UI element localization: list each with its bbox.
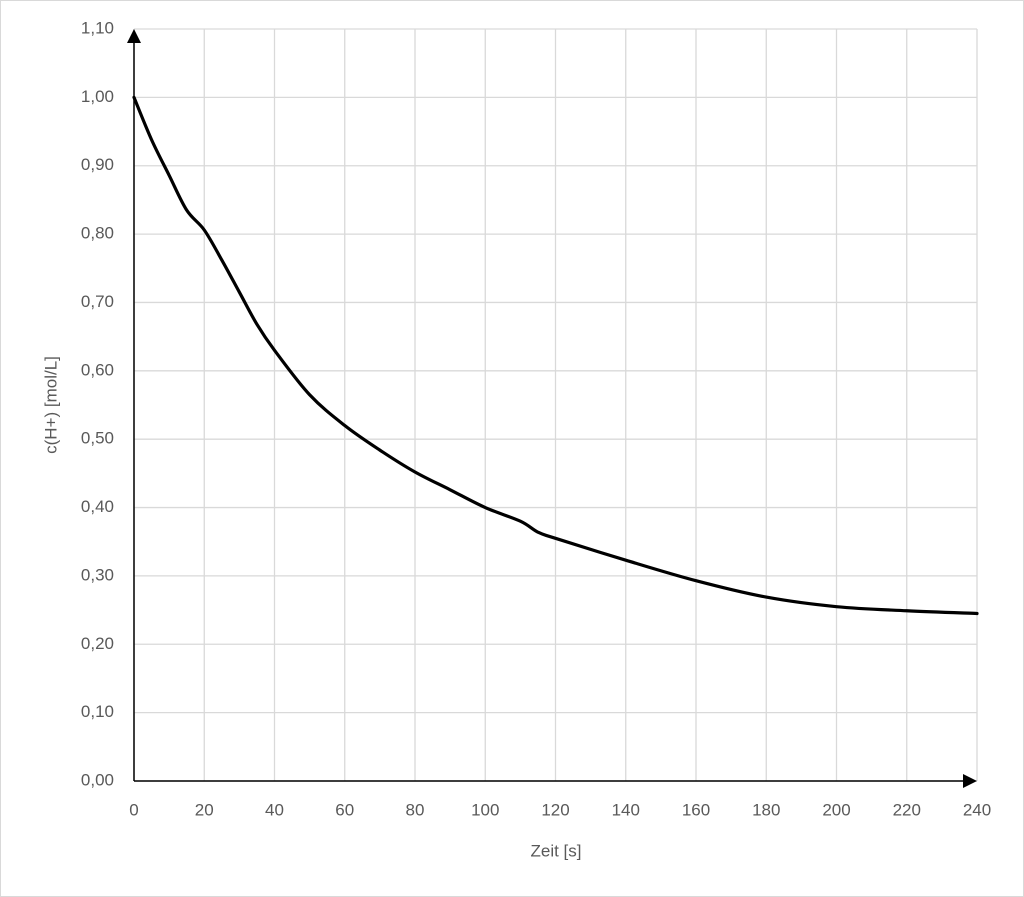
y-tick-label: 1,10 xyxy=(81,18,114,37)
y-tick-label: 0,50 xyxy=(81,429,114,448)
y-tick-label: 0,20 xyxy=(81,634,114,653)
y-tick-label: 1,00 xyxy=(81,87,114,106)
x-axis-arrow xyxy=(963,774,977,788)
x-tick-label: 20 xyxy=(195,800,214,819)
y-tick-label: 0,90 xyxy=(81,155,114,174)
x-tick-label: 120 xyxy=(541,800,569,819)
x-tick-label: 40 xyxy=(265,800,284,819)
x-tick-label: 240 xyxy=(963,800,991,819)
x-axis-label: Zeit [s] xyxy=(530,841,581,860)
x-tick-label: 100 xyxy=(471,800,499,819)
x-tick-label: 80 xyxy=(406,800,425,819)
y-tick-label: 0,80 xyxy=(81,224,114,243)
x-tick-label: 220 xyxy=(893,800,921,819)
y-tick-label: 0,40 xyxy=(81,497,114,516)
x-tick-label: 200 xyxy=(822,800,850,819)
y-tick-label: 0,00 xyxy=(81,770,114,789)
line xyxy=(132,95,979,616)
y-tick-label: 0,70 xyxy=(81,292,114,311)
x-tick-label: 0 xyxy=(129,800,138,819)
x-tick-label: 160 xyxy=(682,800,710,819)
y-tick-label: 0,10 xyxy=(81,702,114,721)
x-tick-label: 60 xyxy=(335,800,354,819)
y-tick-label: 0,30 xyxy=(81,565,114,584)
x-tick-label: 140 xyxy=(612,800,640,819)
y-tick-label: 0,60 xyxy=(81,360,114,379)
x-tick-label: 180 xyxy=(752,800,780,819)
y-axis-label: c(H+) [mol/L] xyxy=(41,356,60,454)
y-axis-arrow xyxy=(127,29,141,43)
